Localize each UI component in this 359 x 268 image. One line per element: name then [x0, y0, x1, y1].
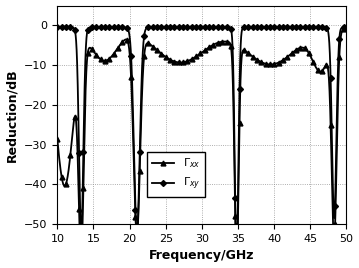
Legend: $\Gamma_{xx}$, $\Gamma_{xy}$: $\Gamma_{xx}$, $\Gamma_{xy}$: [148, 152, 205, 197]
$\Gamma_{xx}$: [265, 63, 270, 66]
$\Gamma_{xx}$: [321, 68, 325, 71]
$\Gamma_{xx}$: [55, 137, 60, 141]
$\Gamma_{xx}$: [335, 110, 340, 114]
$\Gamma_{xx}$: [77, 222, 81, 226]
$\Gamma_{xy}$: [177, 26, 181, 29]
$\Gamma_{xx}$: [344, 26, 349, 29]
$\Gamma_{xy}$: [193, 26, 197, 29]
$\Gamma_{xy}$: [78, 222, 83, 226]
$\Gamma_{xy}$: [335, 79, 340, 82]
$\Gamma_{xy}$: [265, 26, 270, 29]
Line: $\Gamma_{xx}$: $\Gamma_{xx}$: [55, 25, 349, 227]
X-axis label: Frequency/GHz: Frequency/GHz: [149, 250, 255, 262]
$\Gamma_{xx}$: [193, 56, 197, 59]
$\Gamma_{xx}$: [177, 61, 181, 64]
$\Gamma_{xx}$: [179, 61, 183, 64]
$\Gamma_{xy}$: [55, 26, 60, 29]
$\Gamma_{xy}$: [179, 26, 183, 29]
Line: $\Gamma_{xy}$: $\Gamma_{xy}$: [55, 25, 349, 226]
$\Gamma_{xy}$: [344, 26, 349, 29]
Y-axis label: Reduction/dB: Reduction/dB: [5, 68, 19, 162]
$\Gamma_{xy}$: [321, 26, 325, 29]
